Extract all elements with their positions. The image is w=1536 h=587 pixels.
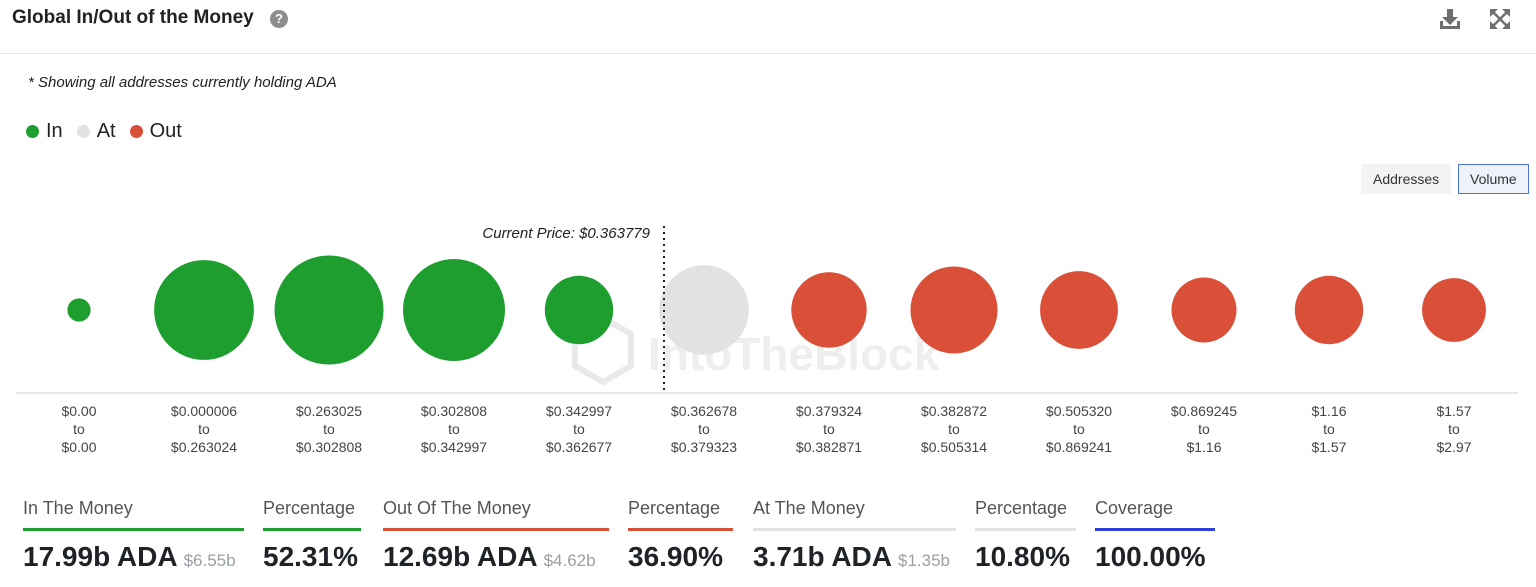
holding-note: * Showing all addresses currently holdin… xyxy=(28,74,337,91)
bubble-in[interactable] xyxy=(67,298,91,322)
bubble-out[interactable] xyxy=(1040,271,1118,349)
x-tick-connector: to xyxy=(1198,421,1210,437)
x-tick-connector: to xyxy=(698,421,710,437)
x-tick-to: $0.379323 xyxy=(671,439,737,455)
stat-label: At The Money xyxy=(753,498,956,531)
x-tick-connector: to xyxy=(1073,421,1085,437)
x-tick-from: $0.00 xyxy=(61,403,96,419)
stat-out-of-the-money: Out Of The Money 12.69b ADA $4.62b xyxy=(383,498,609,573)
stat-value: 12.69b ADA $4.62b xyxy=(383,541,596,572)
bubble-out[interactable] xyxy=(1294,275,1364,345)
x-tick-connector: to xyxy=(198,421,210,437)
x-tick-to: $0.505314 xyxy=(921,439,987,455)
legend: In At Out xyxy=(26,120,182,143)
x-tick-connector: to xyxy=(823,421,835,437)
stat-usd-value: $4.62b xyxy=(543,551,596,570)
stat-value: 52.31% xyxy=(263,541,358,572)
x-tick-to: $0.382871 xyxy=(796,439,862,455)
bubble-out[interactable] xyxy=(910,266,998,354)
bubble-at[interactable] xyxy=(659,265,749,355)
stat-label: Percentage xyxy=(628,498,733,531)
legend-item-in[interactable]: In xyxy=(26,120,63,143)
stat-in-the-money: In The Money 17.99b ADA $6.55b xyxy=(23,498,244,573)
bubble-out[interactable] xyxy=(1422,278,1486,342)
bubble-in[interactable] xyxy=(274,255,384,365)
bubble-in[interactable] xyxy=(154,260,254,360)
legend-dot-at xyxy=(76,125,90,138)
stat-value: 17.99b ADA $6.55b xyxy=(23,541,236,572)
x-tick-from: $0.000006 xyxy=(171,403,237,419)
bubble-in[interactable] xyxy=(544,275,614,345)
bubble-in[interactable] xyxy=(403,259,505,361)
stat-percentage: Percentage 52.31% xyxy=(263,498,361,573)
stat-coverage: Coverage 100.00% xyxy=(1095,498,1215,573)
download-icon[interactable] xyxy=(1437,6,1463,32)
x-tick-connector: to xyxy=(448,421,460,437)
x-tick-to: $0.263024 xyxy=(171,439,237,455)
x-tick-from: $0.263025 xyxy=(296,403,362,419)
legend-label-in: In xyxy=(46,120,63,142)
stat-usd-value: $6.55b xyxy=(183,551,236,570)
x-tick-to: $0.342997 xyxy=(421,439,487,455)
x-tick-from: $0.869245 xyxy=(1171,403,1237,419)
stat-label: Percentage xyxy=(263,498,361,531)
stat-percentage: Percentage 36.90% xyxy=(628,498,733,573)
x-tick-to: $0.00 xyxy=(61,439,96,455)
addresses-toggle-button[interactable]: Addresses xyxy=(1361,164,1452,194)
x-tick-connector: to xyxy=(323,421,335,437)
stat-value: 10.80% xyxy=(975,541,1070,572)
stat-percentage: Percentage 10.80% xyxy=(975,498,1076,573)
bubble-chart: IntoTheBlock Current Price: $0.363779 $0… xyxy=(16,225,1518,455)
x-tick-from: $0.302808 xyxy=(421,403,487,419)
x-tick-to: $0.302808 xyxy=(296,439,362,455)
legend-label-at: At xyxy=(96,120,116,142)
x-tick-from: $1.16 xyxy=(1311,403,1346,419)
stat-value: 100.00% xyxy=(1095,541,1206,572)
legend-item-at[interactable]: At xyxy=(76,120,116,143)
legend-dot-out xyxy=(129,125,143,138)
expand-icon[interactable] xyxy=(1487,6,1513,32)
x-tick-from: $0.382872 xyxy=(921,403,987,419)
x-tick-from: $0.379324 xyxy=(796,403,862,419)
x-tick-from: $0.505320 xyxy=(1046,403,1112,419)
x-tick-connector: to xyxy=(1323,421,1335,437)
x-tick-to: $1.16 xyxy=(1186,439,1221,455)
widget-title: Global In/Out of the Money xyxy=(12,7,254,28)
current-price-label: Current Price: $0.363779 xyxy=(482,225,650,242)
stat-label: Percentage xyxy=(975,498,1076,531)
x-tick-to: $0.869241 xyxy=(1046,439,1112,455)
x-tick-from: $1.57 xyxy=(1436,403,1471,419)
x-tick-to: $0.362677 xyxy=(546,439,612,455)
x-tick-connector: to xyxy=(573,421,585,437)
x-tick-connector: to xyxy=(73,421,85,437)
x-tick-from: $0.362678 xyxy=(671,403,737,419)
stat-label: Coverage xyxy=(1095,498,1215,531)
legend-dot-in xyxy=(26,125,39,138)
volume-toggle-button[interactable]: Volume xyxy=(1458,164,1529,194)
bubble-out[interactable] xyxy=(791,272,867,348)
x-tick-connector: to xyxy=(1448,421,1460,437)
legend-label-out: Out xyxy=(149,120,182,142)
legend-item-out[interactable]: Out xyxy=(129,120,182,143)
x-tick-connector: to xyxy=(948,421,960,437)
stat-at-the-money: At The Money 3.71b ADA $1.35b xyxy=(753,498,956,573)
stat-usd-value: $1.35b xyxy=(898,551,951,570)
widget-header: Global In/Out of the Money ? xyxy=(0,0,1536,54)
stat-value: 36.90% xyxy=(628,541,723,572)
stat-label: In The Money xyxy=(23,498,244,531)
stat-label: Out Of The Money xyxy=(383,498,609,531)
bubble-out[interactable] xyxy=(1171,277,1237,343)
x-tick-to: $2.97 xyxy=(1436,439,1471,455)
watermark: IntoTheBlock xyxy=(572,314,940,386)
x-tick-from: $0.342997 xyxy=(546,403,612,419)
question-circle-icon[interactable]: ? xyxy=(270,10,288,28)
stat-value: 3.71b ADA $1.35b xyxy=(753,541,951,572)
x-tick-to: $1.57 xyxy=(1311,439,1346,455)
